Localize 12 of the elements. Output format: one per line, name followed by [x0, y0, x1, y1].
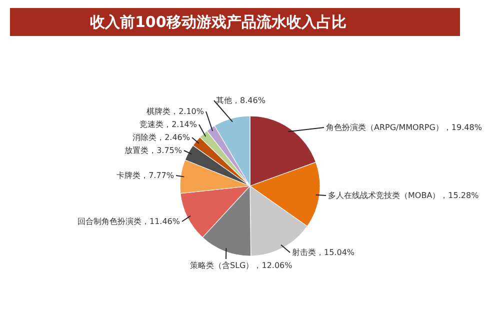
slice-label: 回合制角色扮演类，11.46%	[77, 216, 180, 227]
slice-label: 竞速类，2.14%	[140, 119, 197, 130]
slice-label: 其他，8.46%	[216, 95, 266, 106]
slice-label: 棋牌类，2.10%	[146, 106, 204, 117]
slice-label: 卡牌类，7.77%	[116, 170, 174, 181]
slice-label: 放置类，3.75%	[124, 145, 182, 156]
slice-label: 角色扮演类（ARPG/MMORPG），19.48%	[326, 122, 482, 133]
slice-label: 策略类（含SLG），12.06%	[190, 260, 292, 271]
slice-label: 射击类，15.04%	[292, 247, 355, 258]
chart-title: 收入前100移动游戏产品流水收入占比	[10, 8, 460, 36]
slice-label: 消除类，2.46%	[132, 132, 190, 143]
slice-label: 多人在线战术竞技类（MOBA），15.28%	[328, 190, 479, 201]
